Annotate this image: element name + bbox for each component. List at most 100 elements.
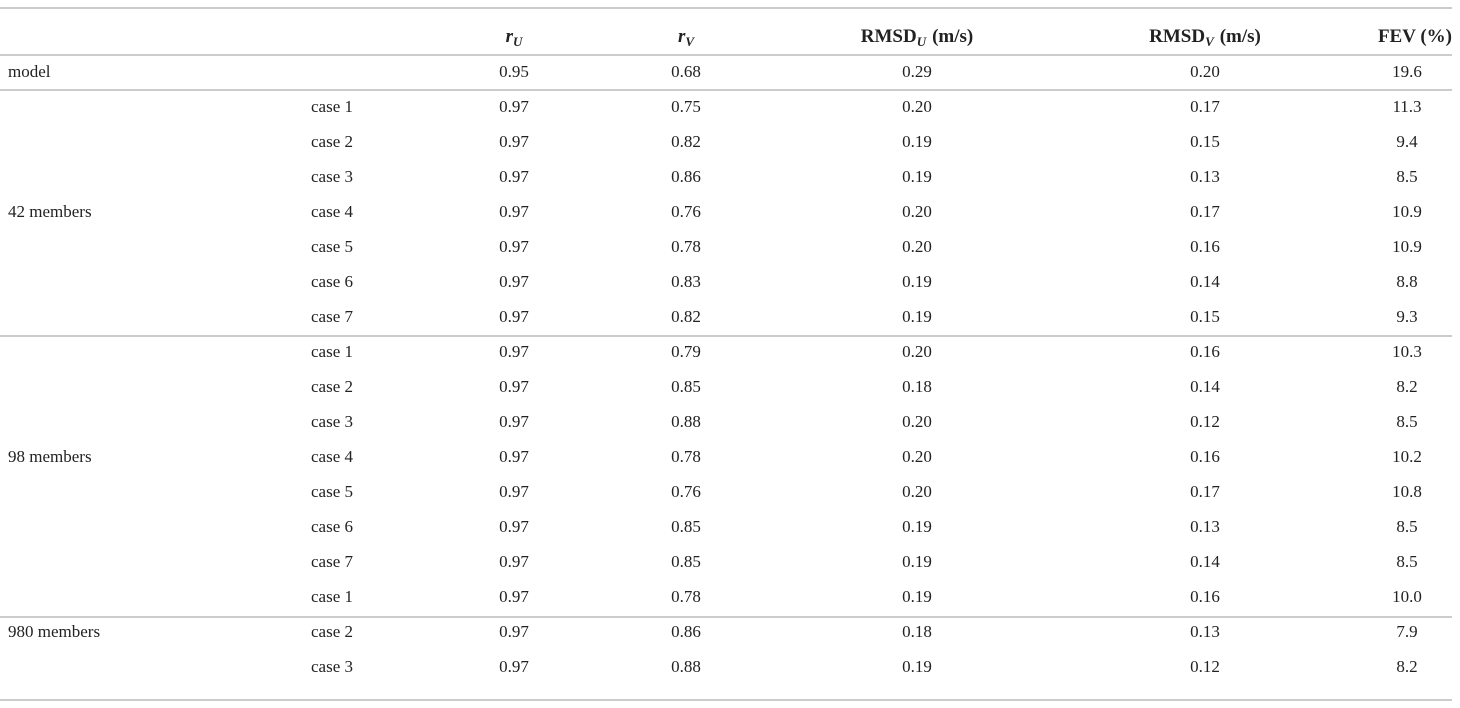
cell: 0.97: [499, 202, 529, 221]
cell: 8.5: [1396, 517, 1417, 536]
cell: 0.14: [1190, 272, 1220, 291]
cell: 0.20: [1190, 62, 1220, 81]
cell: 0.19: [902, 517, 932, 536]
cell: 0.29: [902, 62, 932, 81]
cell: 11.3: [1392, 97, 1421, 116]
cell: 0.97: [499, 237, 529, 256]
cell: 0.95: [499, 62, 529, 81]
cell: 0.13: [1190, 517, 1220, 536]
cell: 0.15: [1190, 132, 1220, 151]
cell: 0.97: [499, 587, 529, 606]
cell: 0.19: [902, 307, 932, 326]
cell: 0.15: [1190, 307, 1220, 326]
cell: 0.76: [671, 202, 701, 221]
column-header: RMSDU (m/s): [861, 26, 974, 49]
cell: 0.75: [671, 97, 701, 116]
case-label: case 3: [311, 412, 353, 431]
cell: 0.97: [499, 167, 529, 186]
cell: 0.97: [499, 517, 529, 536]
cell: 0.76: [671, 482, 701, 501]
cell: 0.97: [499, 657, 529, 676]
cell: 0.19: [902, 167, 932, 186]
case-label: case 7: [311, 552, 354, 571]
cell: 0.97: [499, 447, 529, 466]
cell: 0.97: [499, 552, 529, 571]
header-main: FEV (%): [1378, 26, 1452, 47]
cell: 0.20: [902, 447, 932, 466]
group-label: 42 members: [8, 202, 92, 221]
cell: 0.17: [1190, 202, 1220, 221]
cell: 10.2: [1392, 447, 1422, 466]
group-label: 98 members: [8, 447, 92, 466]
cell: 0.97: [499, 132, 529, 151]
cell: 10.9: [1392, 202, 1422, 221]
header-main: RMSD: [861, 26, 917, 47]
column-header: rU: [506, 26, 523, 49]
case-label: case 1: [311, 342, 353, 361]
cell: 0.85: [671, 552, 701, 571]
cell: 7.9: [1396, 622, 1417, 641]
cell: 10.3: [1392, 342, 1422, 361]
cell: 0.14: [1190, 552, 1220, 571]
cell: 0.88: [671, 657, 701, 676]
cell: 19.6: [1392, 62, 1422, 81]
cell: 10.0: [1392, 587, 1422, 606]
cell: 0.20: [902, 202, 932, 221]
cell: 10.8: [1392, 482, 1422, 501]
cell: 0.83: [671, 272, 701, 291]
case-label: case 4: [311, 202, 354, 221]
cell: 0.85: [671, 517, 701, 536]
cell: 0.18: [902, 622, 932, 641]
cell: 8.2: [1396, 657, 1417, 676]
cell: 0.20: [902, 412, 932, 431]
cell: 0.97: [499, 412, 529, 431]
case-label: case 2: [311, 622, 353, 641]
case-label: case 3: [311, 167, 353, 186]
cell: 0.20: [902, 342, 932, 361]
cell: 0.78: [671, 237, 701, 256]
header-subscript: V: [1205, 34, 1215, 49]
cell: 0.85: [671, 377, 701, 396]
case-label: case 5: [311, 237, 353, 256]
header-main: r: [678, 26, 686, 47]
cell: 0.97: [499, 377, 529, 396]
cell: 0.79: [671, 342, 701, 361]
cell: 0.12: [1190, 412, 1220, 431]
cell: 8.5: [1396, 552, 1417, 571]
cell: 0.20: [902, 237, 932, 256]
cell: 0.17: [1190, 482, 1220, 501]
cell: 8.2: [1396, 377, 1417, 396]
cell: 9.4: [1396, 132, 1418, 151]
cell: 0.97: [499, 97, 529, 116]
cell: 0.82: [671, 132, 701, 151]
cell: 0.17: [1190, 97, 1220, 116]
cell: 0.78: [671, 447, 701, 466]
column-header: FEV (%): [1378, 26, 1452, 47]
column-header: rV: [678, 26, 695, 49]
cell: 0.16: [1190, 587, 1220, 606]
cell: 0.19: [902, 657, 932, 676]
cell: 0.16: [1190, 342, 1220, 361]
cell: 0.14: [1190, 377, 1220, 396]
case-label: case 6: [311, 272, 353, 291]
cell: 0.16: [1190, 237, 1220, 256]
cell: 0.19: [902, 272, 932, 291]
header-main: r: [506, 26, 514, 47]
header-subscript: V: [685, 34, 695, 49]
header-subscript: U: [513, 34, 523, 49]
cell: 0.20: [902, 97, 932, 116]
cell: 8.8: [1396, 272, 1417, 291]
header-subscript: U: [917, 34, 927, 49]
cell: 8.5: [1396, 412, 1417, 431]
group-label: 980 members: [8, 622, 100, 641]
cell: 0.97: [499, 342, 529, 361]
cell: 0.78: [671, 587, 701, 606]
case-label: case 5: [311, 482, 353, 501]
cell: 0.19: [902, 587, 932, 606]
column-header: RMSDV (m/s): [1149, 26, 1261, 49]
case-label: case 6: [311, 517, 353, 536]
cell: 0.16: [1190, 447, 1220, 466]
cell: 0.97: [499, 482, 529, 501]
header-unit: (m/s): [932, 26, 973, 47]
